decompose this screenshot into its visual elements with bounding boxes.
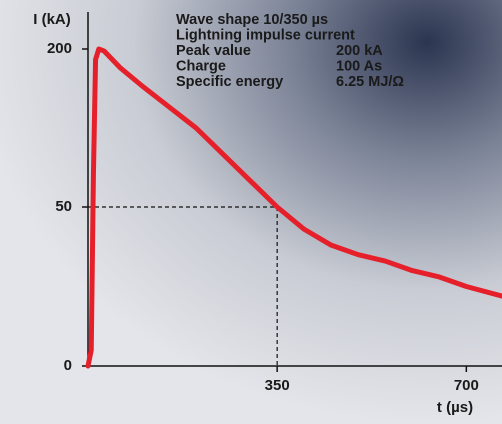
y-tick-label: 0 xyxy=(64,357,72,374)
y-tick-label: 50 xyxy=(55,198,72,215)
curve xyxy=(85,46,502,369)
annotation-value: 6.25 MJ/Ω xyxy=(336,74,404,90)
annotation-value: 100 As xyxy=(336,58,382,74)
y-tick-label: 200 xyxy=(47,40,72,57)
annotation-label: Wave shape 10/350 µs xyxy=(176,12,328,28)
annotation-label: Charge xyxy=(176,58,226,74)
x-tick-label: 700 xyxy=(454,377,479,394)
annotation-value: 200 kA xyxy=(336,43,383,59)
annotation-label: Lightning impulse current xyxy=(176,27,355,43)
x-tick-label: 350 xyxy=(265,377,290,394)
annotation-label: Specific energy xyxy=(176,74,283,90)
x-axis-label: t (µs) xyxy=(437,399,473,416)
annotation-label: Peak value xyxy=(176,43,251,59)
y-axis-label: I (kA) xyxy=(33,11,71,28)
